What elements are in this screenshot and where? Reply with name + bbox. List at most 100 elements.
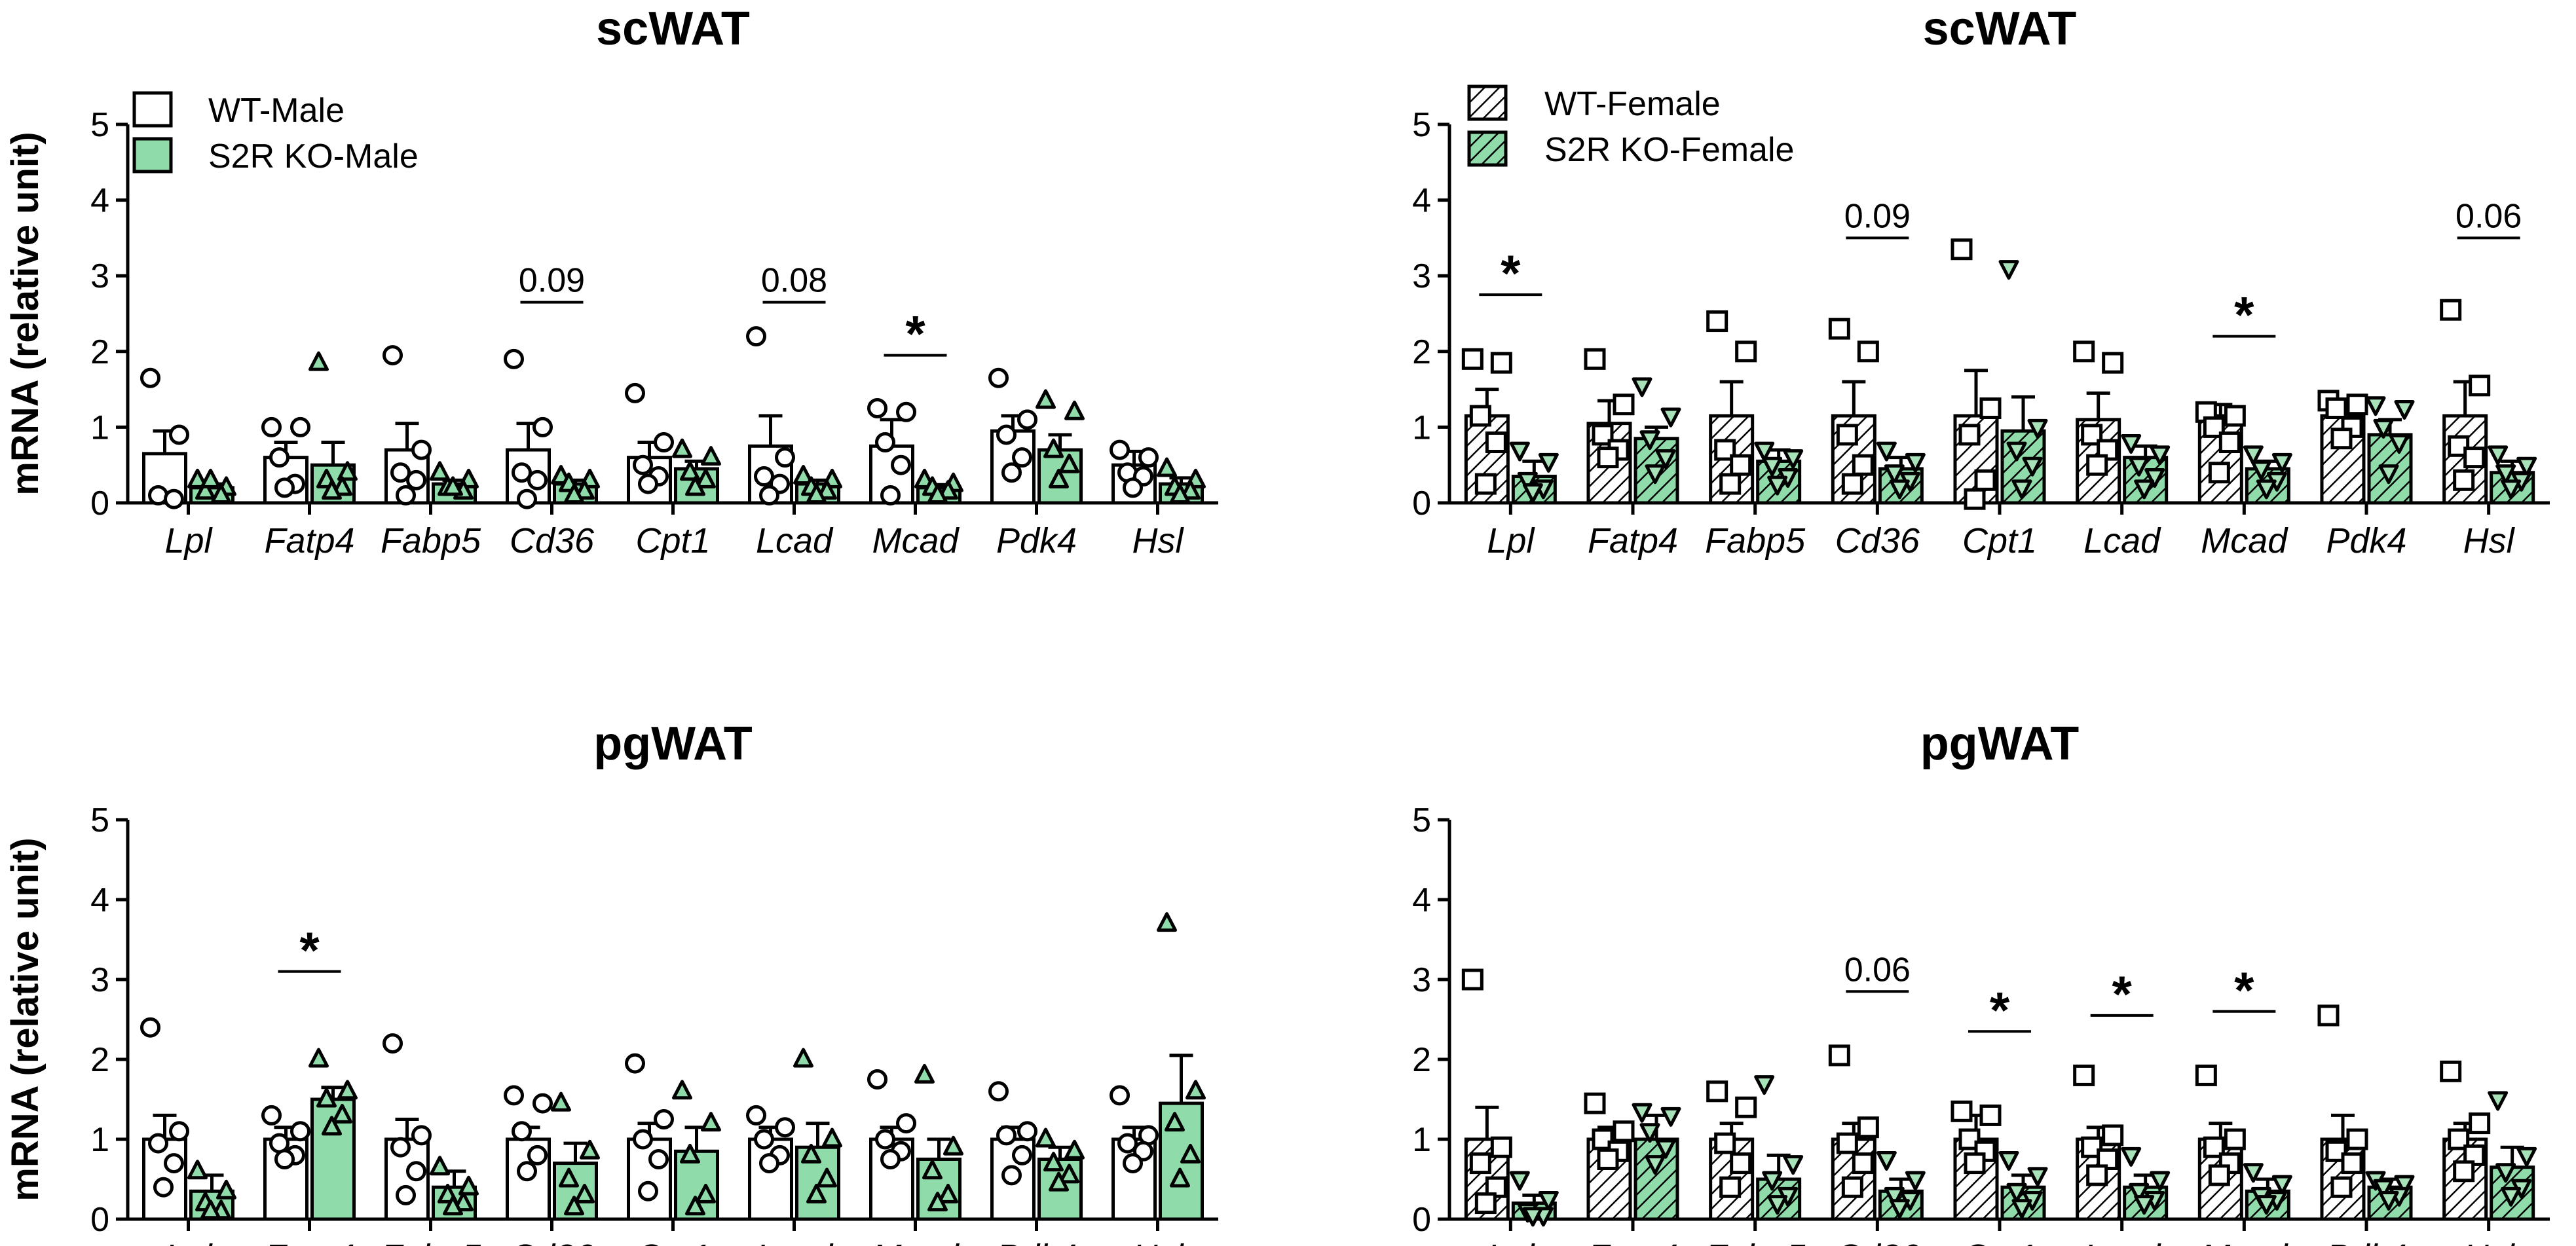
data-point — [2081, 1136, 2103, 1158]
data-point — [654, 1109, 674, 1129]
data-point — [261, 1105, 282, 1126]
data-point — [2389, 434, 2410, 454]
y-tick-label: 2 — [1412, 333, 1431, 371]
data-point — [1645, 464, 1666, 485]
data-point — [1461, 968, 1484, 991]
panel-female-scwat: scWAT 0 1 2 3 4 5 Lpl Fatp4 Fabp5 Cd36 Cpt1 Lcad Mcad… — [1412, 3, 2550, 560]
data-point — [1783, 1155, 1804, 1175]
data-point — [1714, 1132, 1736, 1154]
y-tick-label: 5 — [90, 106, 109, 144]
data-point — [1538, 1191, 1559, 1211]
data-point — [2195, 1064, 2217, 1086]
data-point — [2022, 456, 2043, 477]
x-tick-label: Hsl — [2463, 521, 2516, 560]
x-tick-label: Lpl — [1487, 1237, 1535, 1246]
data-point — [2330, 428, 2353, 450]
data-point — [1719, 1176, 1742, 1198]
data-point — [988, 1081, 1009, 1102]
data-point — [2330, 1176, 2353, 1198]
data-point — [1836, 424, 1858, 446]
data-point — [2224, 1128, 2246, 1150]
data-point — [1461, 348, 1484, 370]
legend-swatch — [132, 91, 173, 128]
panel-female-pgwat: pgWAT 0 1 2 3 4 5 Lpl Fatp4 Fabp5 Cd36 Cpt1 Lcad Mcad… — [1412, 718, 2550, 1246]
data-point — [1036, 1127, 1056, 1148]
data-point — [2086, 454, 2108, 476]
data-point — [290, 1121, 310, 1142]
data-point — [648, 1149, 669, 1169]
data-point — [2129, 1182, 2150, 1203]
significance-star: * — [2234, 961, 2254, 1019]
data-point — [1979, 397, 2002, 419]
data-point — [2394, 1175, 2415, 1195]
data-point — [1998, 260, 2019, 280]
data-point — [1490, 352, 1512, 374]
data-point — [1012, 1145, 1032, 1165]
data-point — [1998, 1151, 2019, 1171]
data-point — [793, 1048, 813, 1068]
data-point — [1597, 1148, 1619, 1170]
x-tick-label: Fabp5 — [381, 521, 481, 560]
x-tick-label: Lpl — [164, 1237, 213, 1246]
data-point — [1706, 310, 1728, 333]
data-point — [793, 465, 813, 485]
data-point — [1730, 1152, 1752, 1175]
data-point — [274, 477, 295, 498]
data-point — [2011, 1199, 2032, 1219]
data-point — [633, 1129, 653, 1150]
y-tick-label: 3 — [90, 961, 109, 999]
data-point — [337, 1080, 358, 1100]
data-point — [1645, 1155, 1666, 1175]
data-point — [2488, 1091, 2509, 1111]
chart-title: scWAT — [1923, 3, 2077, 55]
data-point — [274, 1149, 295, 1169]
data-point — [1584, 348, 1606, 370]
data-point — [1735, 1096, 1757, 1118]
x-tick-label: Hsl — [1132, 521, 1185, 560]
data-point — [775, 447, 795, 468]
data-point — [2325, 397, 2347, 419]
data-point — [1110, 439, 1130, 460]
x-tick-label: Cpt1 — [1962, 1237, 2037, 1246]
data-point — [1857, 340, 1879, 363]
x-tick-label: Fatp4 — [264, 521, 354, 560]
data-point — [1951, 238, 1973, 261]
data-point — [701, 446, 721, 466]
data-point — [504, 1085, 524, 1106]
data-point — [574, 1183, 595, 1203]
data-point — [1474, 473, 1497, 495]
data-point — [685, 476, 705, 496]
data-point — [269, 447, 289, 468]
data-point — [411, 1125, 432, 1146]
data-point — [1754, 441, 1775, 462]
data-point — [680, 1143, 700, 1164]
data-point — [1974, 469, 1996, 491]
x-tick-label: Hsl — [1132, 1237, 1185, 1246]
data-point — [564, 483, 584, 504]
y-tick-label: 2 — [90, 1041, 109, 1079]
data-point — [680, 461, 700, 481]
data-point — [2373, 1179, 2394, 1199]
x-tick-label: Lcad — [756, 1237, 834, 1246]
x-tick-label: Fabp5 — [1705, 1237, 1806, 1246]
data-point — [1522, 483, 1543, 504]
data-point — [1655, 1139, 1676, 1159]
data-point — [2129, 456, 2150, 477]
data-point — [1509, 441, 1530, 462]
data-point — [1884, 464, 1905, 485]
data-point — [1735, 340, 1757, 363]
data-point — [1639, 430, 1660, 450]
data-point — [396, 485, 416, 505]
data-point — [996, 424, 1017, 445]
data-point — [2501, 1186, 2522, 1207]
data-point — [1958, 1128, 1981, 1150]
data-point — [200, 1200, 221, 1220]
data-point — [2346, 1128, 2368, 1150]
data-point — [1110, 1085, 1130, 1106]
y-axis-label: mRNA (relative unit) — [4, 837, 47, 1201]
x-tick-label: Lcad — [2083, 1237, 2161, 1246]
data-point — [2373, 418, 2394, 439]
y-tick-label: 0 — [1412, 485, 1431, 522]
y-tick-label: 5 — [1412, 801, 1431, 839]
data-point — [2006, 1182, 2027, 1203]
